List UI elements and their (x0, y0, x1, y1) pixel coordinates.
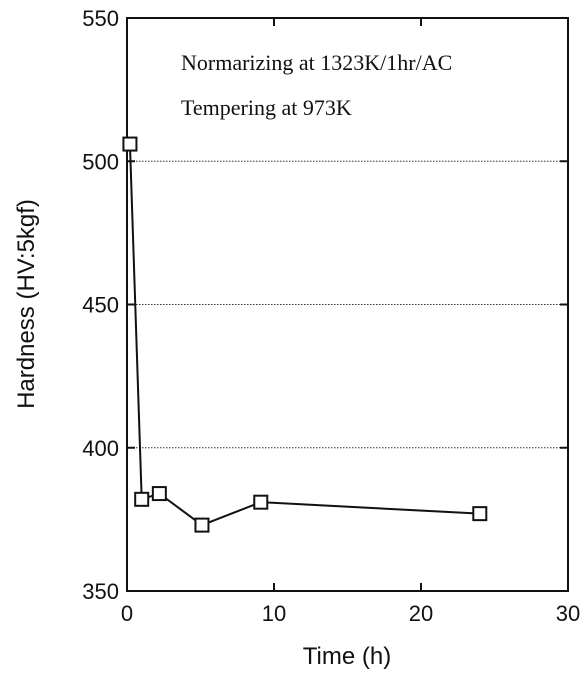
x-tick-labels: 0 10 20 30 (121, 601, 580, 626)
data-point-4 (253, 494, 269, 510)
annotation-normalizing: Normarizing at 1323K/1hr/AC (181, 50, 452, 75)
series-hardness (122, 136, 488, 533)
data-point-1 (134, 491, 150, 507)
y-tick-label-350: 350 (82, 579, 119, 604)
data-point-3 (194, 517, 210, 533)
data-point-0 (122, 136, 138, 152)
y-tick-label-400: 400 (82, 436, 119, 461)
y-tick-labels: 350 400 450 500 550 (82, 6, 119, 604)
y-axis-label: Hardness (HV:5kgf) (13, 199, 40, 409)
y-tick-label-500: 500 (82, 149, 119, 174)
x-tick-label-20: 20 (409, 601, 433, 626)
x-tick-label-0: 0 (121, 601, 133, 626)
x-axis-label: Time (h) (303, 643, 391, 670)
y-tick-label-450: 450 (82, 293, 119, 318)
gridlines (127, 160, 568, 449)
data-point-2 (151, 486, 167, 502)
annotation-tempering: Tempering at 973K (181, 95, 352, 120)
axis-ticks (126, 17, 569, 592)
x-tick-label-10: 10 (262, 601, 286, 626)
y-tick-label-550: 550 (82, 6, 119, 31)
x-tick-label-30: 30 (556, 601, 580, 626)
series-line-0 (128, 144, 480, 527)
data-point-5 (472, 506, 488, 522)
